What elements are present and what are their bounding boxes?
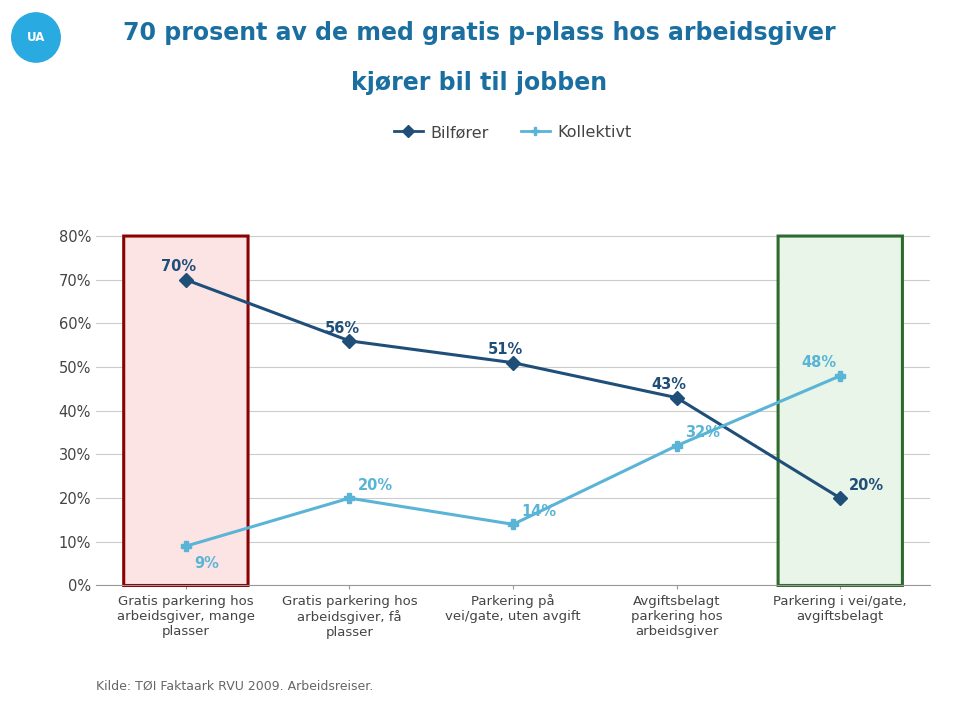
Text: 70 prosent av de med gratis p-plass hos arbeidsgiver: 70 prosent av de med gratis p-plass hos … xyxy=(123,21,836,46)
Text: UA: UA xyxy=(27,31,45,44)
Text: 48%: 48% xyxy=(802,356,836,371)
FancyBboxPatch shape xyxy=(778,236,902,585)
Text: 70%: 70% xyxy=(161,259,196,274)
Text: 43%: 43% xyxy=(652,377,687,392)
Legend: Bilfører, Kollektivt: Bilfører, Kollektivt xyxy=(387,119,639,146)
Text: 14%: 14% xyxy=(522,504,556,519)
Text: 32%: 32% xyxy=(685,426,720,441)
Text: Kilde: TØI Faktaark RVU 2009. Arbeidsreiser.: Kilde: TØI Faktaark RVU 2009. Arbeidsrei… xyxy=(96,680,373,693)
Text: 51%: 51% xyxy=(488,343,524,358)
Text: 20%: 20% xyxy=(358,478,393,493)
Text: 20%: 20% xyxy=(849,478,883,493)
Text: kjører bil til jobben: kjører bil til jobben xyxy=(351,71,608,96)
Text: 56%: 56% xyxy=(324,321,360,336)
Circle shape xyxy=(12,13,60,62)
FancyBboxPatch shape xyxy=(124,236,248,585)
Text: 9%: 9% xyxy=(195,556,219,571)
